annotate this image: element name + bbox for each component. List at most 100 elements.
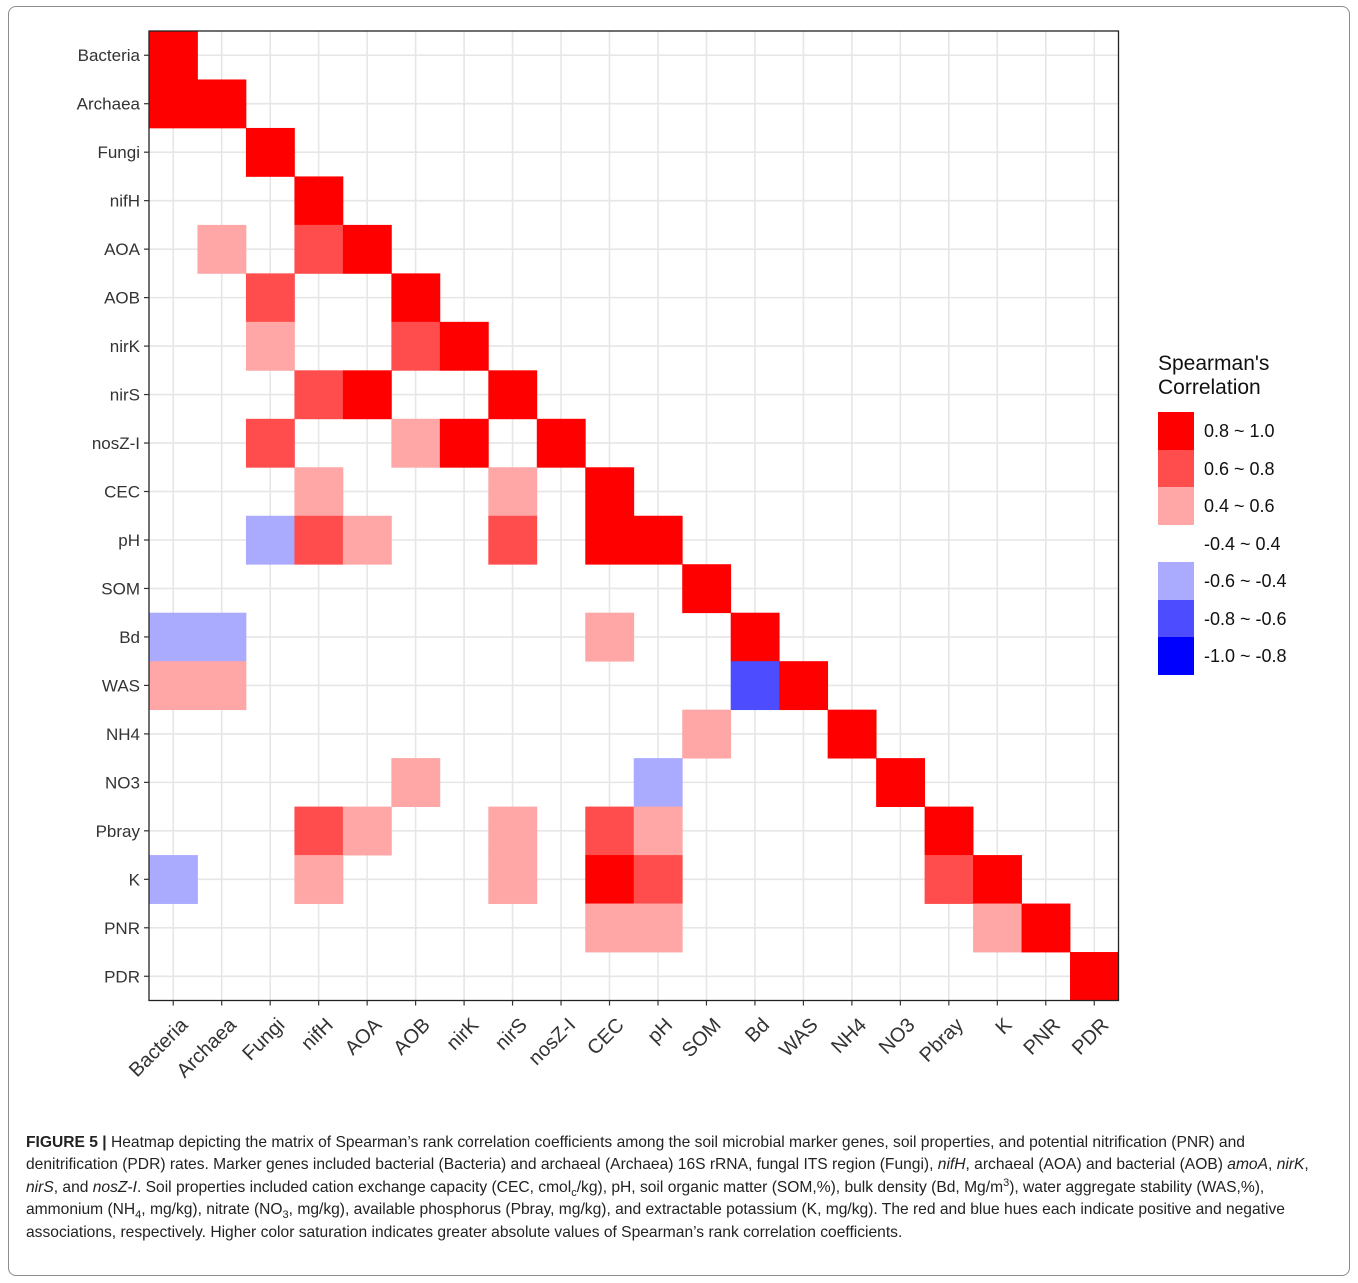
heatmap-cell-Bd-Archaea — [197, 612, 247, 662]
heatmap-cell-AOB-AOB — [391, 273, 441, 323]
heatmap-cell-nirS-nirS — [488, 370, 538, 420]
heatmap-cell-pH-CEC — [585, 515, 635, 565]
heatmap-cell-nirK-AOB — [391, 321, 441, 371]
caption-text-6: . Soil properties included cation exchan… — [136, 1178, 572, 1196]
x-tick-label: PDR — [1068, 1014, 1113, 1059]
legend-label: -1.0 ~ -0.8 — [1204, 646, 1287, 666]
heatmap-cell-Pbray-AOA — [342, 806, 392, 856]
heatmap-cell-CEC-nirS — [488, 467, 538, 517]
y-tick-label: SOM — [101, 579, 140, 598]
heatmap-cell-K-Pbray — [924, 855, 974, 904]
caption-italic-nosz: nosZ-I — [92, 1178, 137, 1196]
heatmap-cell-nirK-nirK — [439, 321, 489, 371]
legend-swatch — [1158, 487, 1194, 525]
heatmap-cell-nosZ-I-nosZ-I — [536, 418, 586, 468]
caption-text-4: , — [1304, 1156, 1309, 1174]
heatmap-cell-PDR-PDR — [1070, 952, 1119, 1001]
legend-item: 0.4 ~ 0.6 — [1158, 487, 1348, 525]
heatmap-cell-Pbray-CEC — [585, 806, 635, 856]
legend-label: 0.6 ~ 0.8 — [1204, 458, 1275, 479]
legend-title-line1: Spearman's — [1158, 352, 1270, 375]
heatmap-cell-Fungi-Fungi — [245, 127, 295, 177]
y-tick-label: pH — [118, 531, 140, 550]
legend-label: 0.4 ~ 0.6 — [1204, 496, 1275, 516]
legend-swatch — [1158, 562, 1194, 600]
y-tick-label: NO3 — [105, 773, 140, 792]
heatmap-cell-PNR-CEC — [585, 903, 635, 953]
heatmap-cell-PNR-PNR — [1021, 903, 1071, 953]
heatmap-cell-K-nirS — [488, 855, 538, 904]
x-tick-label: nirS — [491, 1014, 532, 1055]
caption-sup-3: 3 — [1003, 1176, 1010, 1189]
y-tick-label: Bacteria — [78, 46, 141, 65]
legend-item: -1.0 ~ -0.8 — [1158, 637, 1348, 675]
caption-sub-3: 3 — [282, 1209, 289, 1222]
legend: Spearman's Correlation 0.8 ~ 1.0 0.6 ~ 0.… — [1158, 352, 1348, 675]
heatmap-cell-SOM-SOM — [682, 564, 732, 614]
caption-italic-nirk: nirK — [1276, 1156, 1305, 1174]
y-tick-label: Fungi — [97, 143, 140, 162]
heatmap-cell-Archaea-Archaea — [197, 79, 247, 129]
heatmap-cell-Bd-CEC — [585, 612, 635, 662]
heatmap-cell-NO3-NO3 — [876, 758, 925, 807]
heatmap-cell-pH-pH — [633, 515, 683, 565]
heatmap-cell-nosZ-I-AOB — [391, 418, 441, 468]
x-tick-label: Fungi — [238, 1014, 289, 1065]
heatmap-cell-Bacteria-Bacteria — [149, 31, 198, 80]
heatmap-cell-K-nifH — [294, 855, 344, 904]
legend-item: -0.6 ~ -0.4 — [1158, 562, 1348, 600]
x-tick-label: SOM — [678, 1014, 726, 1062]
caption-italic-amoa: amoA — [1227, 1156, 1269, 1174]
legend-item: 0.8 ~ 1.0 — [1158, 412, 1348, 450]
heatmap-cell-WAS-Archaea — [197, 661, 247, 711]
caption-text-8: ), water aggregate stability (WAS,%), am… — [26, 1178, 1265, 1219]
y-tick-label: CEC — [104, 483, 140, 502]
heatmap-cell-nirK-Fungi — [245, 321, 295, 371]
x-tick-label: Pbray — [915, 1014, 968, 1067]
heatmap-cell-pH-nirS — [488, 515, 538, 565]
x-tick-label: nosZ-I — [525, 1014, 581, 1070]
heatmap-cell-NH4-SOM — [682, 709, 732, 759]
legend-swatch — [1158, 412, 1194, 450]
caption-text-5: , and — [53, 1178, 93, 1196]
legend-swatch — [1158, 449, 1194, 487]
y-tick-label: nirS — [110, 386, 140, 405]
heatmap-cell-Pbray-pH — [633, 806, 683, 856]
heatmap-cell-pH-Fungi — [245, 515, 295, 565]
caption-italic-nifh: nifH — [937, 1156, 966, 1174]
caption-sub-4: 4 — [135, 1209, 142, 1222]
correlation-heatmap: BacteriaArchaeaFunginifHAOAAOBnirKnirSno… — [77, 30, 1120, 1082]
heatmap-cell-AOB-Fungi — [245, 273, 295, 323]
x-tick-label: AOA — [341, 1014, 387, 1060]
y-tick-label: WAS — [102, 676, 140, 695]
caption-text-2: , archaeal (AOA) and bacterial (AOB) — [965, 1156, 1228, 1174]
legend-swatch — [1158, 524, 1194, 562]
heatmap-cell-K-K — [973, 855, 1022, 904]
x-tick-label: NH4 — [827, 1014, 871, 1058]
heatmap-cell-AOA-nifH — [294, 224, 344, 274]
heatmap-cell-PNR-pH — [633, 903, 683, 953]
heatmap-cell-Pbray-Pbray — [924, 806, 974, 856]
heatmap-cell-pH-nifH — [294, 515, 344, 565]
legend-item: -0.8 ~ -0.6 — [1158, 599, 1348, 637]
x-tick-label: K — [991, 1014, 1016, 1039]
caption-text-1: Heatmap depicting the matrix of Spearman… — [26, 1134, 1245, 1174]
caption-text-3: , — [1268, 1156, 1277, 1174]
y-tick-label: Pbray — [96, 822, 141, 841]
heatmap-cell-AOA-Archaea — [197, 224, 247, 274]
y-tick-label: nifH — [110, 192, 140, 211]
y-tick-label: Bd — [119, 628, 140, 647]
legend-label: -0.6 ~ -0.4 — [1204, 571, 1287, 591]
legend-rows: 0.8 ~ 1.0 0.6 ~ 0.8 0.4 ~ 0.6 -0.4 ~ 0.4 -0.… — [1158, 412, 1348, 675]
heatmap-cell-CEC-CEC — [585, 467, 635, 517]
heatmap-cell-nifH-nifH — [294, 176, 344, 226]
heatmap-cell-Archaea-Bacteria — [149, 79, 198, 129]
legend-label: -0.8 ~ -0.6 — [1204, 608, 1287, 629]
heatmap-cell-NO3-pH — [633, 758, 683, 807]
caption-text-10: , mg/kg), available phosphorus (Pbray, m… — [26, 1201, 1285, 1241]
legend-swatch — [1158, 637, 1194, 675]
heatmap-cell-nirS-AOA — [342, 370, 392, 420]
y-tick-label: PNR — [104, 919, 140, 938]
y-tick-label: NH4 — [106, 725, 140, 744]
